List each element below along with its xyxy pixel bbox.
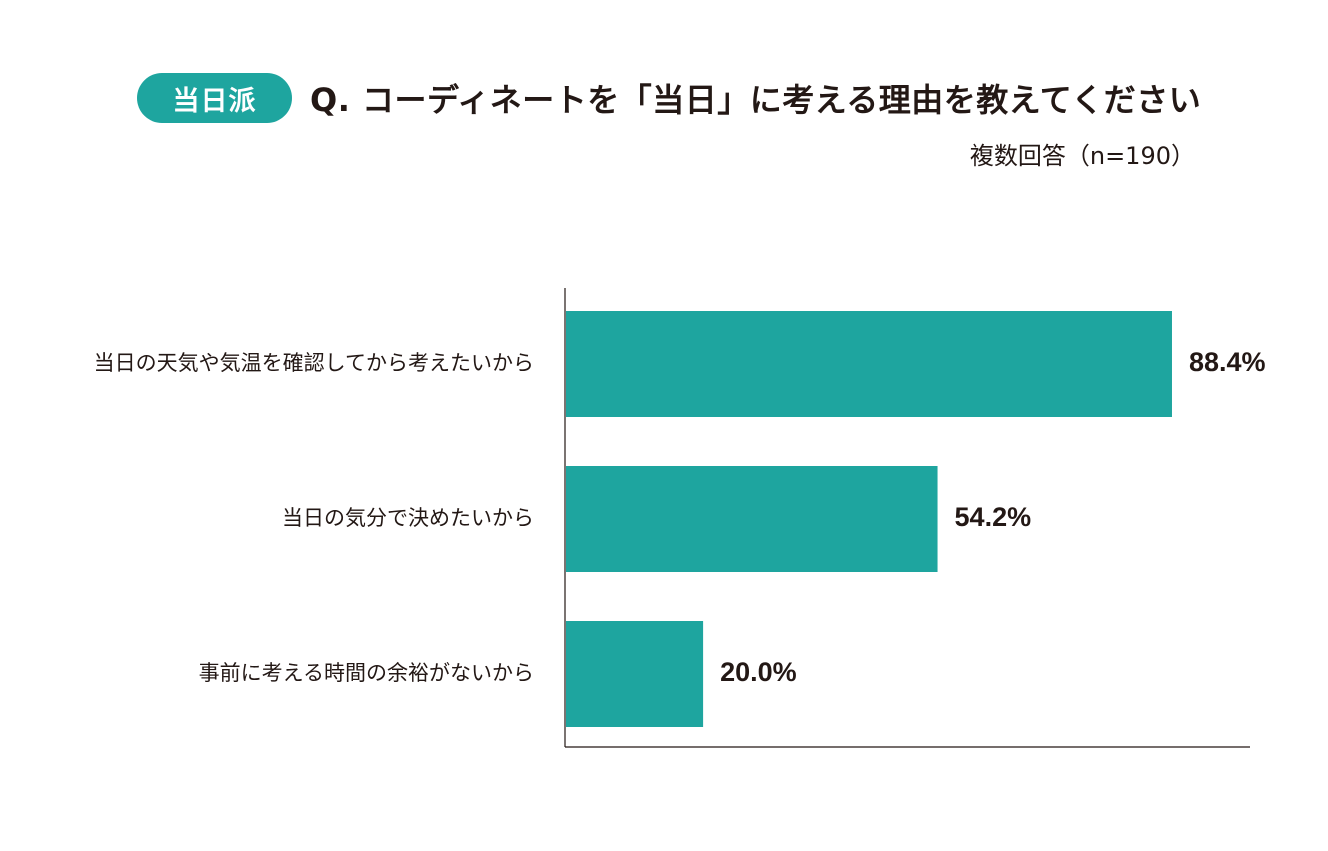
question-title: Q. コーディネートを「当日」に考える理由を教えてください: [310, 81, 1202, 119]
category-label-3: 事前に考える時間の余裕がないから: [199, 661, 534, 685]
value-label-3: 20.0%: [720, 657, 797, 687]
bar-3: [566, 621, 704, 727]
category-labels: 当日の天気や気温を確認してから考えたいから当日の気分で決めたいから事前に考える時…: [94, 351, 534, 685]
bar-1: [566, 311, 1172, 417]
category-label-1: 当日の天気や気温を確認してから考えたいから: [94, 351, 534, 375]
value-labels: 88.4% 54.2% 20.0%: [720, 347, 1265, 687]
bar-2: [566, 466, 938, 572]
value-label-2: 54.2%: [955, 502, 1032, 532]
chart-header: 当日派 Q. コーディネートを「当日」に考える理由を教えてください: [137, 73, 1201, 123]
group-badge: 当日派: [137, 73, 292, 123]
bars-group: [566, 311, 1172, 727]
value-label-1: 88.4%: [1189, 347, 1266, 377]
category-label-2: 当日の気分で決めたいから: [282, 506, 534, 530]
sample-note: 複数回答（n=190）: [969, 142, 1195, 170]
